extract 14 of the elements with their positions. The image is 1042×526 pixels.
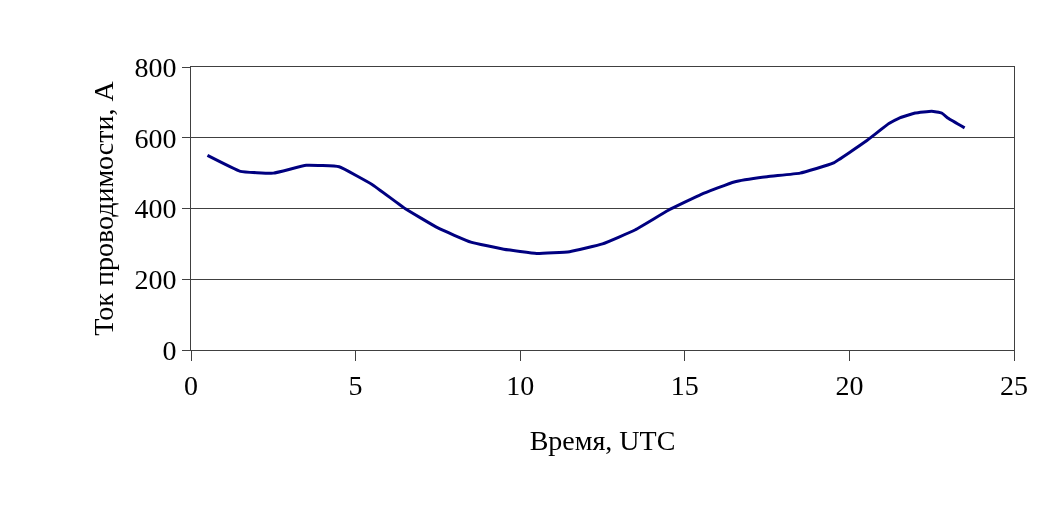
y-tick-label: 200 <box>134 264 177 296</box>
y-tick-label: 0 <box>162 334 177 366</box>
x-tick-label: 20 <box>835 369 864 401</box>
y-tick-label: 600 <box>134 122 177 154</box>
x-tick-label: 10 <box>506 369 535 401</box>
x-tick-label: 25 <box>1000 369 1028 401</box>
y-axis-title: Ток проводимости, А <box>88 80 120 336</box>
x-tick-label: 15 <box>670 369 699 401</box>
x-tick-label: 0 <box>184 369 198 401</box>
x-axis-title: Время, UTC <box>529 424 676 456</box>
y-tick-label: 800 <box>134 51 177 83</box>
y-tick-label: 400 <box>134 193 177 225</box>
x-tick-label: 5 <box>348 369 363 401</box>
line-series <box>205 109 967 255</box>
